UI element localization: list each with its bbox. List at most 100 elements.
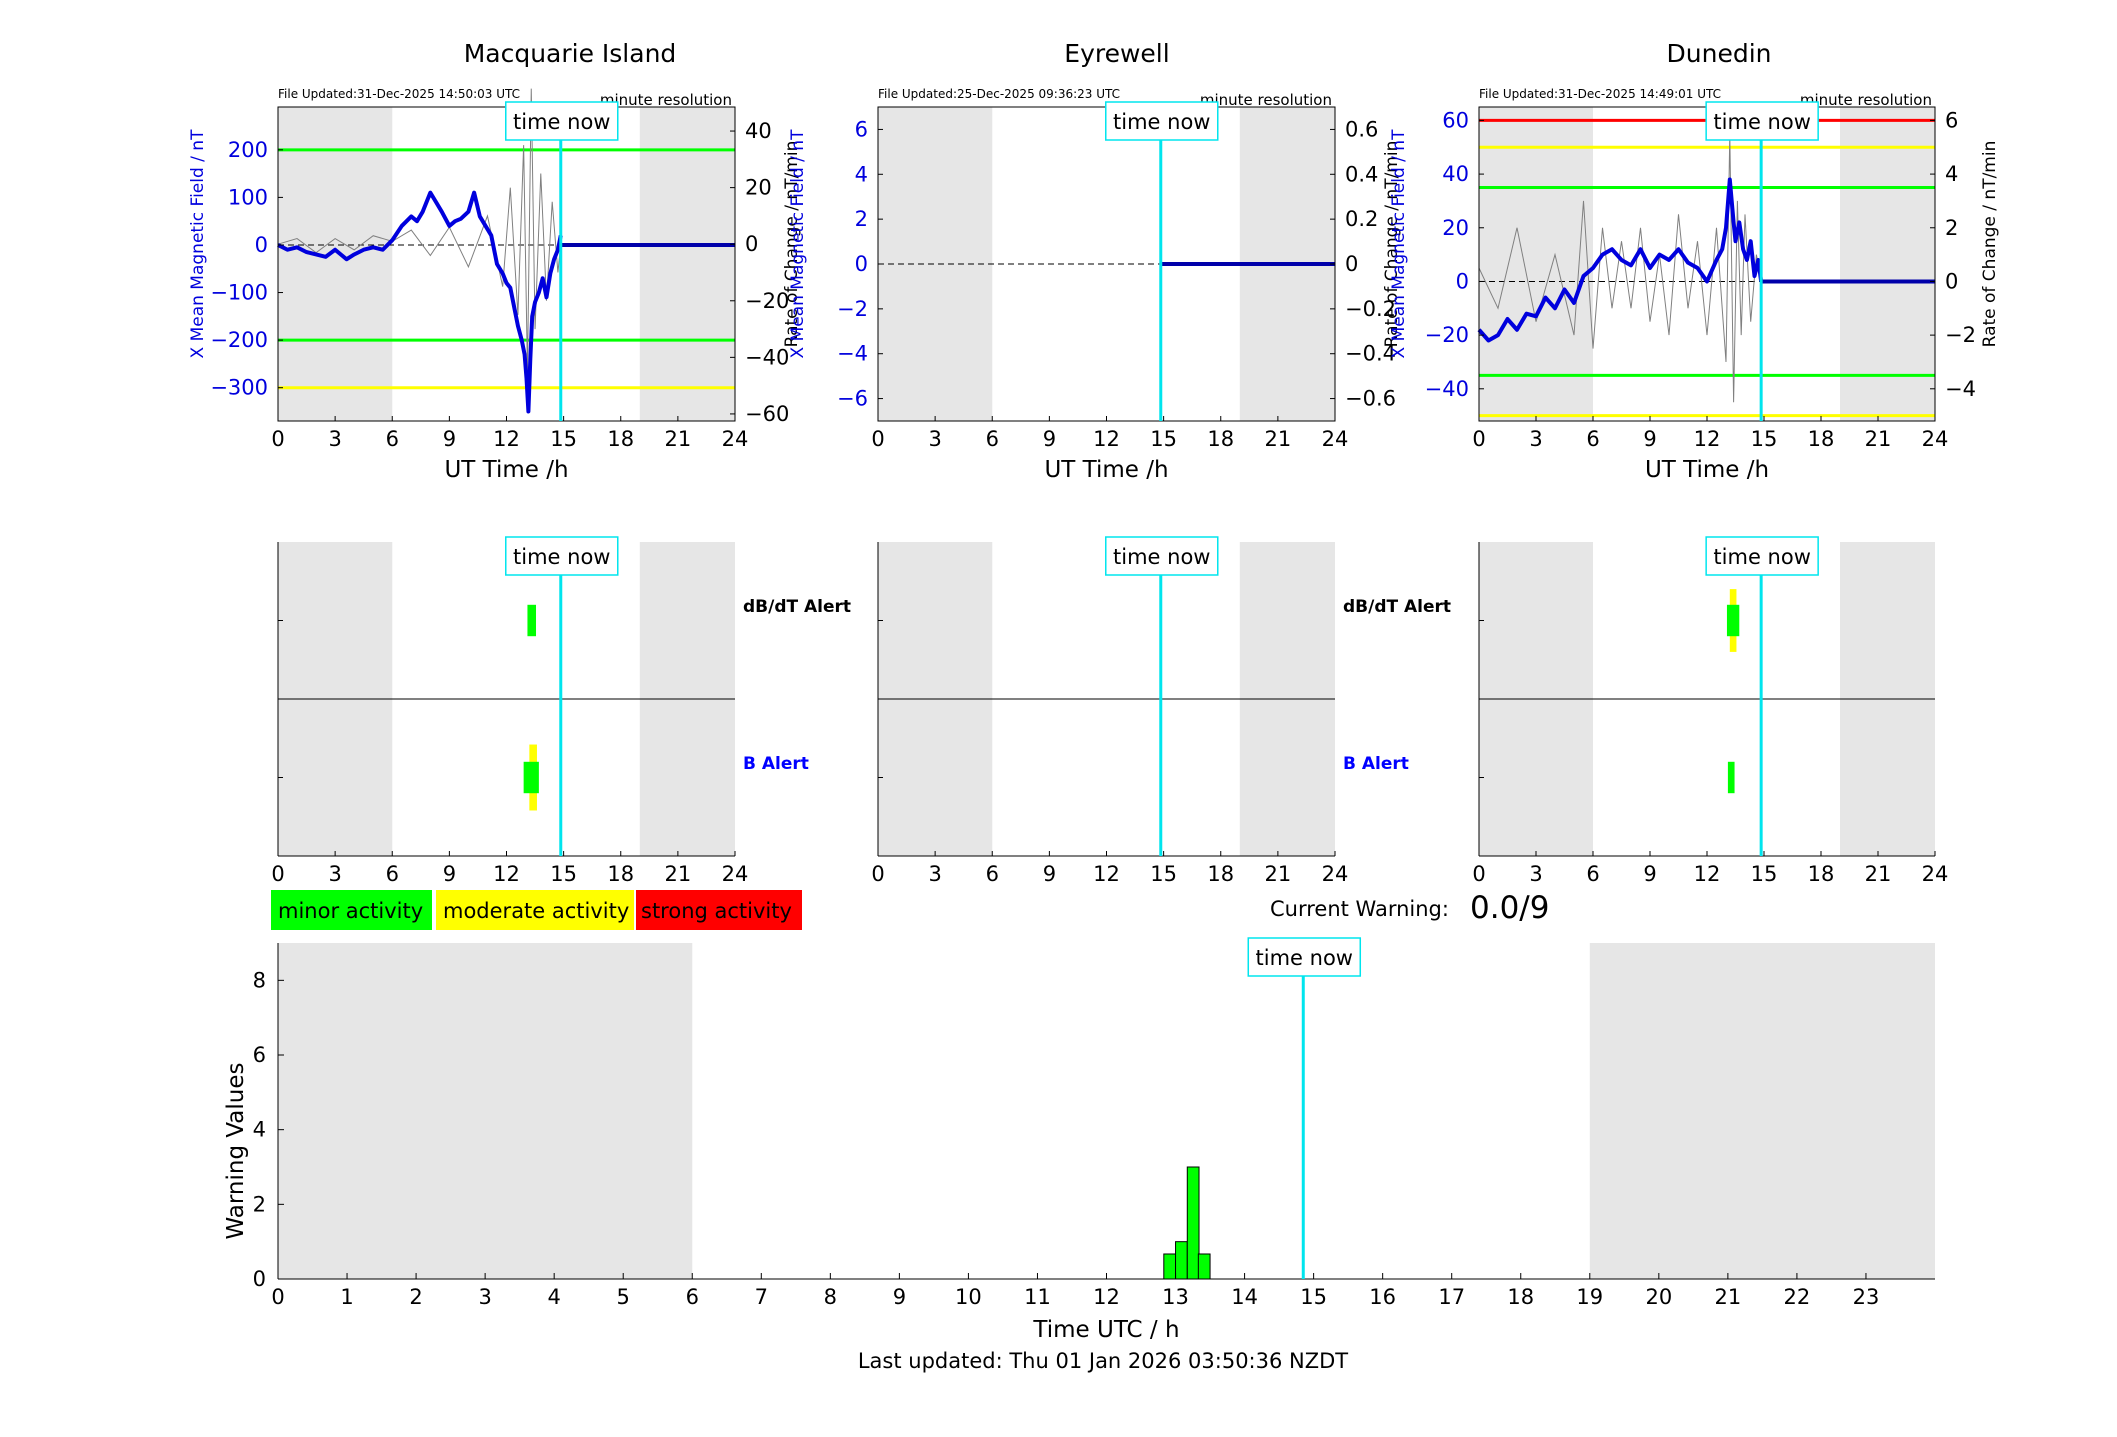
x-axis-label: UT Time /h	[444, 457, 568, 483]
warning-bar-2	[1186, 1166, 1200, 1280]
x-tick-label-5: 15	[1751, 862, 1778, 886]
left-tick-label-2: 0	[1456, 269, 1469, 293]
x-axis-label: UT Time /h	[1044, 457, 1168, 483]
x-tick-label-3: 9	[1043, 862, 1056, 886]
b-alert-label-1: B Alert	[743, 754, 809, 774]
activity-legend: minor activity moderate activity strong …	[271, 890, 802, 930]
x-tick-label-10: 10	[955, 1285, 982, 1309]
x-tick-label-1: 3	[928, 427, 941, 451]
alert-panels: 0 3 6 9 12 15 18 21 24 time now 0 3 6 9 12 15 18 21 24 time…	[271, 536, 1949, 886]
x-tick-label-6: 18	[1207, 862, 1234, 886]
x-tick-label-3: 9	[443, 862, 456, 886]
right-tick-label-4: 4	[1945, 162, 1958, 186]
time-now-label-top-0: time now	[513, 110, 610, 134]
y-tick-label-3: 6	[253, 1043, 266, 1067]
night-shade-0	[878, 107, 993, 421]
x-tick-label-1: 3	[928, 862, 941, 886]
night-shade-1	[639, 107, 735, 421]
x-tick-label-6: 18	[607, 427, 634, 451]
time-now-label-bottom: time now	[1256, 946, 1353, 970]
left-tick-label-0: −40	[1425, 377, 1469, 401]
x-tick-label-4: 12	[1694, 427, 1721, 451]
right-tick-label-3: 0	[745, 232, 758, 256]
x-tick-label-5: 15	[1751, 427, 1778, 451]
warning-bar-0	[1163, 1253, 1177, 1280]
right-tick-label-0: −0.6	[1345, 387, 1396, 411]
x-tick-label-12: 12	[1093, 1285, 1120, 1309]
b-alert-block-1	[523, 761, 539, 794]
current-warning-label: Current Warning:	[1270, 897, 1449, 921]
right-tick-label-4: 20	[745, 176, 772, 200]
resolution-label: minute resolution	[600, 91, 732, 109]
x-tick-label-1: 3	[1529, 427, 1542, 451]
right-tick-label-1: −0.4	[1345, 342, 1396, 366]
legend-minor-swatch	[271, 890, 432, 930]
x-tick-label-0: 0	[1472, 862, 1485, 886]
legend-minor-label: minor activity	[278, 899, 423, 923]
x-tick-label-7: 21	[1265, 862, 1292, 886]
right-tick-label-6: 0.6	[1345, 117, 1378, 141]
left-tick-label-0: −300	[210, 376, 268, 400]
time-now-box-alert-0	[505, 536, 619, 576]
x-tick-label-7: 21	[1265, 427, 1292, 451]
x-tick-label-6: 6	[686, 1285, 699, 1309]
right-tick-label-0: −60	[745, 402, 789, 426]
x-tick-label-1: 3	[328, 862, 341, 886]
x-tick-label-3: 9	[1643, 862, 1656, 886]
left-tick-label-0: −6	[837, 387, 868, 411]
legend-strong-label: strong activity	[641, 899, 792, 923]
right-tick-label-5: 0.4	[1345, 162, 1378, 186]
x-tick-label-8: 24	[1922, 862, 1949, 886]
legend-moderate-swatch	[436, 890, 634, 930]
dbdt-alert-block-1	[1726, 604, 1740, 637]
x-tick-label-8: 24	[1922, 427, 1949, 451]
time-now-label-top-1: time now	[1113, 110, 1210, 134]
file-updated: File Updated:25-Dec-2025 09:36:23 UTC	[878, 87, 1120, 101]
night-shade-0	[278, 943, 693, 1279]
y-tick-label-4: 8	[253, 968, 266, 992]
x-tick-label-0: 0	[271, 1285, 284, 1309]
x-tick-label-20: 20	[1645, 1285, 1672, 1309]
x-axis-label: Time UTC / h	[1032, 1317, 1179, 1343]
time-now-box-alert-1	[1105, 536, 1219, 576]
x-tick-label-1: 3	[328, 427, 341, 451]
time-now-box-top-1	[1105, 101, 1219, 141]
x-tick-label-6: 18	[1808, 862, 1835, 886]
b-alert-block-0	[1727, 761, 1735, 794]
x-tick-label-0: 0	[271, 862, 284, 886]
left-tick-label-1: −4	[837, 342, 868, 366]
x-tick-label-8: 24	[1322, 427, 1349, 451]
right-tick-label-5: 40	[745, 119, 772, 143]
alert-panel-1: 0 3 6 9 12 15 18 21 24 time now	[871, 536, 1348, 886]
night-shade-1	[1589, 943, 1935, 1279]
right-tick-label-0: −4	[1945, 377, 1976, 401]
left-tick-label-4: 2	[855, 207, 868, 231]
y-axis-label: X Mean Magnetic Field / nT	[788, 129, 808, 359]
x-tick-label-0: 0	[871, 862, 884, 886]
title-dunedin: Dunedin	[1667, 39, 1772, 68]
x-tick-label-5: 15	[550, 427, 577, 451]
x-tick-label-18: 18	[1507, 1285, 1534, 1309]
x-tick-label-1: 3	[1529, 862, 1542, 886]
x-tick-label-3: 9	[443, 427, 456, 451]
left-tick-label-3: 0	[255, 233, 268, 257]
x-tick-label-7: 21	[665, 427, 692, 451]
title-macquarie: Macquarie Island	[464, 39, 677, 68]
x-tick-label-4: 4	[547, 1285, 560, 1309]
right-tick-label-2: 0	[1945, 269, 1958, 293]
dbdt-alert-label-1: dB/dT Alert	[743, 597, 851, 617]
x-tick-label-13: 13	[1162, 1285, 1189, 1309]
left-tick-label-2: −2	[837, 297, 868, 321]
night-shade-0	[278, 107, 393, 421]
right-tick-label-1: −40	[745, 345, 789, 369]
x-tick-label-6: 18	[607, 862, 634, 886]
left-tick-label-2: −100	[210, 281, 268, 305]
time-now-label-alert-0: time now	[513, 545, 610, 569]
right-tick-label-2: −0.2	[1345, 297, 1396, 321]
x-tick-label-6: 18	[1808, 427, 1835, 451]
warning-bar-3	[1197, 1253, 1211, 1280]
y-axis-label: X Mean Magnetic Field / nT	[188, 129, 208, 359]
x-tick-label-0: 0	[1472, 427, 1485, 451]
left-tick-label-5: 4	[855, 162, 868, 186]
